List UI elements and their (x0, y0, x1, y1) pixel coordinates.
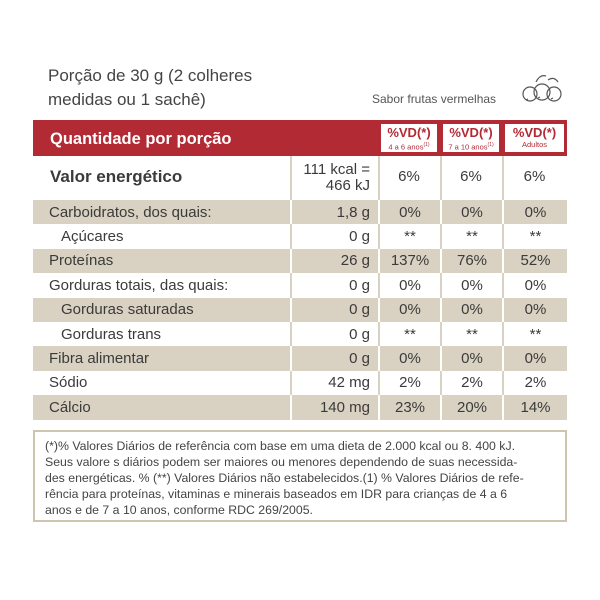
vd-sup: (1) (423, 142, 430, 148)
row-vd: 14% (502, 395, 567, 420)
footnote-line: rência para proteínas, vitaminas e miner… (45, 487, 508, 501)
row-vd: 23% (378, 395, 440, 420)
col-sep (502, 156, 504, 200)
row-vd: 0% (378, 346, 440, 371)
row-vd: ** (502, 224, 567, 249)
row-vd: 76% (440, 248, 502, 274)
vd-sub: 7 a 10 anos(1) (443, 140, 499, 153)
row-vd: 0% (502, 200, 567, 225)
row-vd: 0% (440, 346, 502, 371)
vd-sub-text: 7 a 10 anos (448, 142, 488, 152)
vd-header: %VD(*) 7 a 10 anos(1) (443, 124, 499, 152)
footnote-line: des energéticas. % (**) Valores Diários … (45, 471, 524, 485)
row-vd: ** (378, 224, 440, 249)
row-vd: 0% (440, 273, 502, 298)
row-label: Gorduras totais, das quais: (33, 273, 290, 298)
footnote-line: (*)% Valores Diários de referência com b… (45, 439, 516, 453)
energy-label: Valor energético (50, 167, 183, 186)
berry-icon (522, 75, 562, 102)
row-vd: 0% (502, 297, 567, 322)
row-label: Proteínas (33, 248, 290, 274)
row-vd: ** (440, 224, 502, 249)
row-vd: 2% (502, 370, 567, 396)
vd-sub-text: Adultos (521, 140, 548, 149)
vd-title: %VD(*) (449, 125, 493, 140)
row-amount: 0 g (290, 297, 378, 322)
flavor: Sabor frutas vermelhas (372, 92, 497, 106)
energy-vd: 6% (398, 168, 420, 185)
row-amount: 0 g (290, 322, 378, 347)
col-sep (290, 156, 292, 200)
footnote-line: anos e de 7 a 10 anos, conforme RDC 269/… (45, 503, 313, 517)
energy-amount-line: 466 kJ (325, 177, 370, 194)
row-label: Açúcares (33, 224, 290, 249)
col-sep (440, 156, 442, 200)
portion-line: medidas ou 1 sachê) (48, 90, 206, 109)
row-amount: 0 g (290, 273, 378, 298)
footnote: (*)% Valores Diários de referência com b… (33, 430, 567, 522)
vd-sub-text: 4 a 6 anos (388, 142, 424, 152)
row-amount: 0 g (290, 224, 378, 249)
row-vd: 2% (378, 370, 440, 396)
row-label: Sódio (33, 370, 290, 396)
row-vd: 52% (502, 248, 567, 274)
vd-sub: Adultos (505, 140, 564, 150)
vd-title: %VD(*) (387, 125, 431, 140)
vd-title: %VD(*) (512, 125, 557, 140)
vd-sup: (1) (487, 142, 494, 148)
row-vd: 0% (378, 200, 440, 225)
row-amount: 42 mg (290, 370, 378, 396)
portion: Porção de 30 g (2 colheres medidas ou 1 … (48, 64, 252, 112)
row-vd: 0% (440, 297, 502, 322)
footnote-line: Seus valore s diários podem ser maiores … (45, 455, 518, 469)
energy-vd: 6% (523, 168, 546, 185)
row-label: Carboidratos, dos quais: (33, 200, 290, 225)
row-label: Fibra alimentar (33, 346, 290, 371)
row-vd: 20% (440, 395, 502, 420)
vd-header: %VD(*) Adultos (505, 124, 564, 152)
row-amount: 140 mg (290, 395, 378, 420)
row-label: Gorduras saturadas (33, 297, 290, 322)
row-vd: 0% (440, 200, 502, 225)
col-sep (378, 156, 380, 200)
row-amount: 1,8 g (290, 200, 378, 225)
row-vd: ** (440, 322, 502, 347)
portion-line: Porção de 30 g (2 colheres (48, 66, 253, 85)
row-label: Cálcio (33, 395, 290, 420)
row-vd: 2% (440, 370, 502, 396)
row-vd: 0% (502, 273, 567, 298)
row-amount: 0 g (290, 346, 378, 371)
row-vd: 0% (378, 297, 440, 322)
row-vd: 137% (378, 248, 440, 274)
row-vd: 0% (378, 273, 440, 298)
vd-header: %VD(*) 4 a 6 anos(1) (381, 124, 437, 152)
vd-sub: 4 a 6 anos(1) (381, 140, 437, 153)
row-vd: 0% (502, 346, 567, 371)
row-label: Gorduras trans (33, 322, 290, 347)
row-vd: ** (378, 322, 440, 347)
header-label: Quantidade por porção (50, 130, 232, 148)
energy-vd: 6% (460, 168, 482, 185)
row-amount: 26 g (290, 248, 378, 274)
row-vd: ** (502, 322, 567, 347)
energy-amount: 111 kcal = 466 kJ (290, 162, 370, 194)
energy-amount-line: 111 kcal = (303, 161, 370, 178)
